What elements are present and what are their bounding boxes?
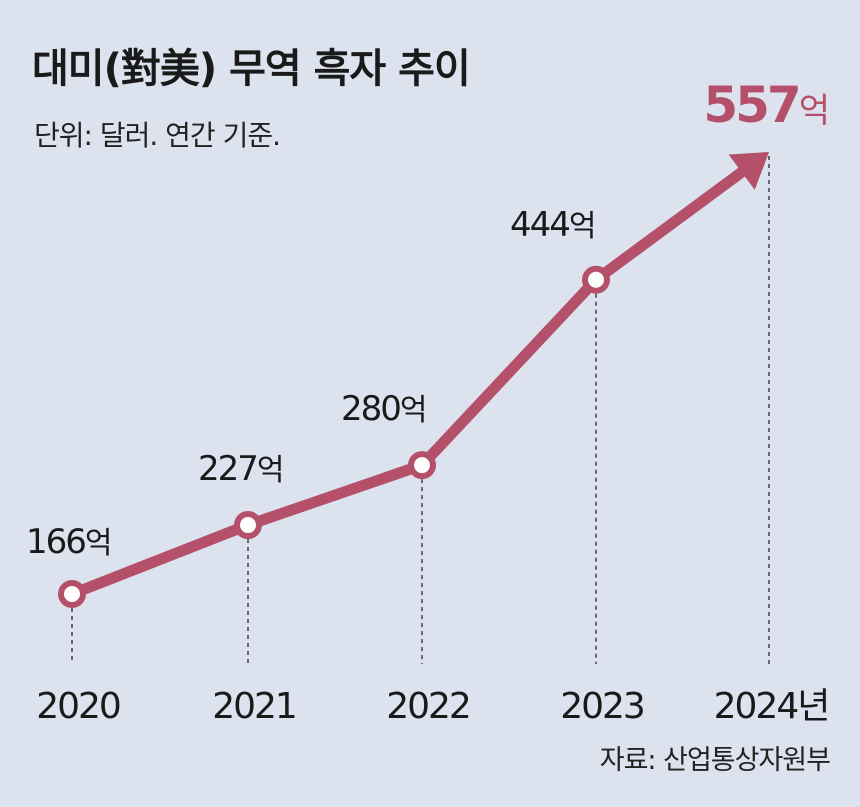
- data-label-1: 227억: [198, 449, 283, 489]
- x-tick-label-1: 2021: [212, 686, 296, 727]
- series-line: [66, 164, 751, 600]
- x-tick-label-2: 2022: [386, 686, 470, 727]
- data-label-4: 557억: [703, 76, 827, 134]
- chart-subtitle: 단위: 달러. 연간 기준.: [34, 119, 281, 152]
- x-tick-label-3: 2023: [560, 686, 644, 727]
- data-label-2: 280억: [341, 389, 426, 429]
- source-note: 자료: 산업통상자원부: [599, 745, 831, 776]
- data-label-3: 444억: [510, 205, 595, 245]
- data-point-0: [58, 580, 86, 608]
- chart-title: 대미(對美) 무역 흑자 추이: [32, 46, 471, 92]
- data-point-3: [582, 265, 610, 294]
- data-label-0: 166억: [26, 522, 111, 562]
- x-tick-label-4: 2024년: [714, 686, 829, 727]
- data-point-2: [408, 451, 436, 480]
- x-tick-label-0: 2020: [36, 686, 120, 727]
- data-point-1: [234, 511, 262, 540]
- series-arrow-head: [728, 152, 769, 190]
